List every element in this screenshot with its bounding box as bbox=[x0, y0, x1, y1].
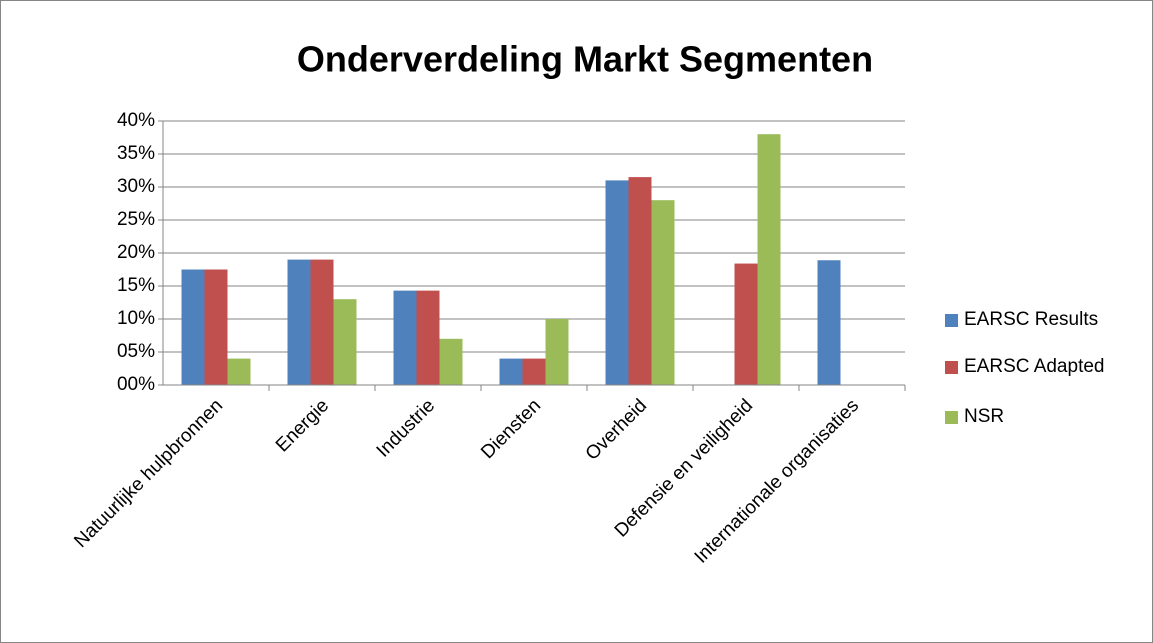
legend-swatch bbox=[945, 411, 958, 424]
y-tick-label: 25% bbox=[117, 209, 155, 230]
bar bbox=[181, 269, 205, 385]
bar bbox=[333, 299, 357, 385]
y-tick-label: 20% bbox=[117, 242, 155, 263]
bar bbox=[651, 200, 675, 385]
bar bbox=[227, 358, 251, 385]
bar bbox=[628, 177, 652, 385]
bar bbox=[393, 290, 417, 385]
y-tick-label: 40% bbox=[117, 110, 155, 131]
bar bbox=[545, 319, 569, 385]
bar bbox=[204, 269, 228, 385]
bar bbox=[416, 290, 440, 385]
y-tick-label: 30% bbox=[117, 176, 155, 197]
chart-title: Onderverdeling Markt Segmenten bbox=[297, 39, 873, 80]
bar bbox=[734, 263, 758, 385]
y-tick-label: 00% bbox=[117, 374, 155, 395]
y-tick-label: 35% bbox=[117, 143, 155, 164]
y-tick-label: 05% bbox=[117, 341, 155, 362]
legend-label: EARSC Results bbox=[964, 309, 1098, 330]
y-tick-label: 10% bbox=[117, 308, 155, 329]
bar bbox=[605, 180, 629, 385]
bar bbox=[310, 259, 334, 385]
y-tick-label: 15% bbox=[117, 275, 155, 296]
legend-label: EARSC Adapted bbox=[964, 356, 1104, 377]
bar bbox=[439, 338, 463, 385]
bar bbox=[522, 358, 546, 385]
bar bbox=[499, 358, 523, 385]
bar bbox=[757, 134, 781, 385]
legend-label: NSR bbox=[964, 406, 1004, 427]
bar bbox=[287, 259, 311, 385]
legend-swatch bbox=[945, 361, 958, 374]
legend-swatch bbox=[945, 314, 958, 327]
bar bbox=[817, 260, 841, 385]
